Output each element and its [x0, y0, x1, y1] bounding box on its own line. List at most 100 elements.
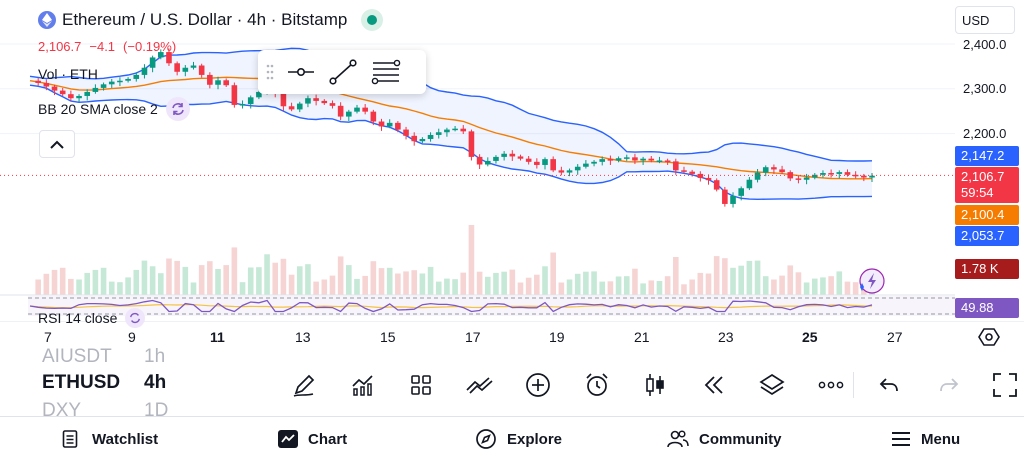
- sync-icon[interactable]: [165, 97, 190, 121]
- undo-button[interactable]: [872, 368, 906, 402]
- candle-body: [452, 128, 458, 131]
- more-button[interactable]: [809, 368, 853, 402]
- candle-body: [419, 138, 426, 142]
- fullscreen-button[interactable]: [988, 368, 1022, 402]
- trend-line-icon[interactable]: [328, 58, 358, 86]
- nav-menu[interactable]: Menu: [891, 425, 960, 453]
- chart-canvas[interactable]: [0, 0, 1024, 322]
- symbol-option-previous[interactable]: AIUSDT 1h: [42, 348, 165, 368]
- nav-label: Chart: [308, 430, 348, 448]
- candle-body: [722, 189, 728, 204]
- compass-icon: [476, 429, 496, 449]
- volume-bar: [190, 282, 197, 295]
- replay-icon: [704, 376, 723, 394]
- chart-settings-icon[interactable]: [978, 326, 1000, 348]
- candle-body: [370, 111, 377, 122]
- time-tick: 17: [465, 329, 481, 345]
- market-open-indicator: [361, 9, 384, 31]
- nav-label: Community: [699, 430, 782, 448]
- volume-bar: [534, 274, 540, 295]
- volume-bar: [771, 279, 777, 295]
- indicators-icon: [351, 375, 373, 396]
- fib-retracement-icon[interactable]: [370, 58, 402, 86]
- compare-button[interactable]: [458, 368, 502, 402]
- symbol-option-current[interactable]: ETHUSD 4h: [42, 372, 166, 394]
- volume-bar: [820, 277, 826, 295]
- bb-band-fill: [30, 48, 872, 200]
- volume-bars: [35, 225, 875, 295]
- fullscreen-icon: [993, 373, 1017, 397]
- change-value: −4.1: [89, 39, 116, 54]
- volume-bar: [509, 269, 516, 295]
- pencil-button[interactable]: [282, 368, 326, 402]
- layouts-button[interactable]: [399, 368, 443, 402]
- rsi-value-label: 49.88: [955, 298, 1019, 318]
- candle-body: [223, 80, 229, 86]
- pencil-icon: [293, 374, 315, 397]
- rsi-sync-icon[interactable]: [125, 308, 146, 328]
- collapse-legend-button[interactable]: [39, 130, 75, 158]
- add-icon: [526, 373, 550, 397]
- volume-bar: [648, 280, 655, 295]
- candle-body: [754, 172, 761, 180]
- time-tick: 21: [634, 329, 650, 345]
- volume-bar: [43, 273, 50, 295]
- volume-bar: [223, 265, 229, 295]
- volume-bar: [656, 281, 663, 295]
- candle-body: [108, 81, 115, 85]
- volume-bar: [705, 273, 712, 295]
- replay-button[interactable]: [692, 368, 736, 402]
- candlesticks: [35, 48, 875, 208]
- candle-body: [664, 160, 671, 162]
- alert-button[interactable]: [575, 368, 619, 402]
- volume-bar: [288, 274, 295, 295]
- candle-body: [762, 167, 769, 173]
- redo-button[interactable]: [932, 368, 966, 402]
- candle-body: [76, 95, 82, 99]
- indicators-button[interactable]: [341, 368, 385, 402]
- bb-legend[interactable]: BB 20 SMA close 2: [38, 97, 190, 121]
- volume-legend[interactable]: Vol · ETH: [38, 66, 98, 82]
- drag-handle-icon[interactable]: [266, 63, 274, 81]
- candle-body: [92, 87, 99, 92]
- volume-bar: [149, 266, 156, 295]
- volume-bar: [468, 225, 475, 295]
- volume-bar: [787, 265, 794, 295]
- candle-body: [346, 111, 352, 117]
- candle-body: [305, 98, 311, 104]
- volume-bar: [378, 268, 385, 295]
- symbol-picker[interactable]: AIUSDT 1h ETHUSD 4h DXY 1D: [42, 348, 272, 416]
- symbol-name: AIUSDT: [42, 348, 112, 367]
- symbol-option-next[interactable]: DXY 1D: [42, 400, 168, 416]
- volume-bar: [525, 277, 532, 295]
- candle-body: [411, 135, 418, 142]
- add-button[interactable]: [516, 368, 560, 402]
- volume-bar: [108, 281, 115, 295]
- candle-body: [166, 52, 172, 64]
- assistant-icon[interactable]: [859, 268, 885, 294]
- volume-bar: [583, 271, 589, 295]
- candle-body: [534, 161, 540, 165]
- rsi-ma-line: [29, 303, 873, 309]
- nav-community[interactable]: Community: [667, 425, 782, 453]
- volume-bar: [435, 281, 442, 295]
- candle-body: [746, 179, 753, 189]
- candle-body: [133, 74, 140, 79]
- candle-body: [697, 173, 704, 178]
- nav-watchlist[interactable]: Watchlist: [62, 425, 158, 453]
- symbol-header[interactable]: Ethereum / U.S. Dollar · 4h · Bitstamp: [38, 9, 384, 31]
- volume-label: 1.78 K: [955, 259, 1019, 279]
- candle-body: [509, 153, 516, 157]
- horizontal-line-icon[interactable]: [286, 62, 316, 82]
- undo-icon: [879, 378, 898, 392]
- alert-clock-icon: [585, 373, 608, 396]
- nav-explore[interactable]: Explore: [475, 425, 562, 453]
- currency-select[interactable]: USD: [955, 6, 1015, 34]
- candle-type-button[interactable]: [633, 368, 677, 402]
- layers-button[interactable]: [750, 368, 794, 402]
- rsi-legend[interactable]: RSI 14 close: [38, 308, 146, 328]
- candle-body: [558, 170, 565, 173]
- nav-chart[interactable]: Chart: [278, 425, 347, 453]
- volume-bar: [321, 279, 328, 295]
- candle-body: [239, 104, 246, 106]
